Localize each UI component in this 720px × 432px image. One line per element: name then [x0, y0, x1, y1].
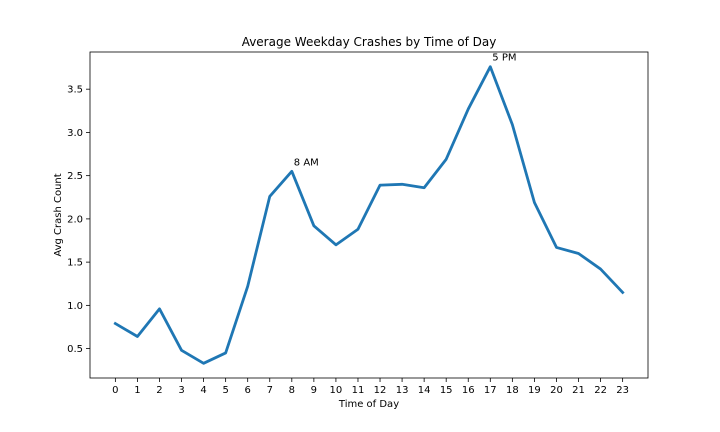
series-line: [113, 65, 625, 365]
x-tick-label: 16: [462, 385, 475, 396]
x-tick-label: 17: [484, 385, 497, 396]
x-tick-label: 4: [200, 385, 206, 396]
y-axis-ticks: 0.5 1.0 1.5 2.0 2.5 3.0 3.5: [67, 85, 90, 355]
x-tick-label: 19: [528, 385, 541, 396]
y-tick-label: 3.5: [67, 85, 83, 96]
y-tick-label: 1.5: [67, 258, 83, 269]
x-tick-label: 13: [396, 385, 409, 396]
x-tick-label: 11: [352, 385, 365, 396]
x-tick-label: 3: [178, 385, 184, 396]
x-tick-label: 18: [506, 385, 519, 396]
x-tick-label: 2: [156, 385, 162, 396]
x-tick-label: 1: [134, 385, 140, 396]
annotation-label: 8 AM: [294, 157, 319, 168]
x-tick-label: 12: [374, 385, 387, 396]
series-layer: [113, 65, 625, 365]
x-tick-label: 23: [616, 385, 629, 396]
x-axis-ticks: 0 1 2 3 4 5 6 7 8 9 10 11 12 13 14 15 16 17 18 19 20 21 22 23: [112, 378, 629, 396]
x-tick-label: 5: [222, 385, 228, 396]
x-tick-label: 10: [330, 385, 343, 396]
x-axis-label: Time of Day: [338, 399, 399, 410]
x-tick-label: 6: [245, 385, 251, 396]
x-tick-label: 9: [311, 385, 317, 396]
y-tick-label: 0.5: [67, 344, 83, 355]
x-tick-label: 7: [267, 385, 273, 396]
y-tick-label: 2.5: [67, 171, 83, 182]
annotation-label: 5 PM: [492, 53, 516, 64]
x-tick-label: 20: [550, 385, 563, 396]
plot-frame: [89, 51, 649, 379]
x-tick-label: 22: [594, 385, 607, 396]
y-tick-label: 3.0: [67, 128, 83, 139]
y-tick-label: 2.0: [67, 214, 83, 225]
y-axis-label: Avg Crash Count: [53, 173, 64, 256]
x-tick-label: 0: [112, 385, 118, 396]
x-tick-label: 14: [418, 385, 431, 396]
x-tick-label: 21: [572, 385, 585, 396]
chart-title: Average Weekday Crashes by Time of Day: [242, 35, 497, 49]
x-tick-label: 15: [440, 385, 453, 396]
x-tick-label: 8: [289, 385, 295, 396]
annotations-layer: 8 AM 5 PM: [294, 53, 517, 169]
y-tick-label: 1.0: [67, 301, 83, 312]
